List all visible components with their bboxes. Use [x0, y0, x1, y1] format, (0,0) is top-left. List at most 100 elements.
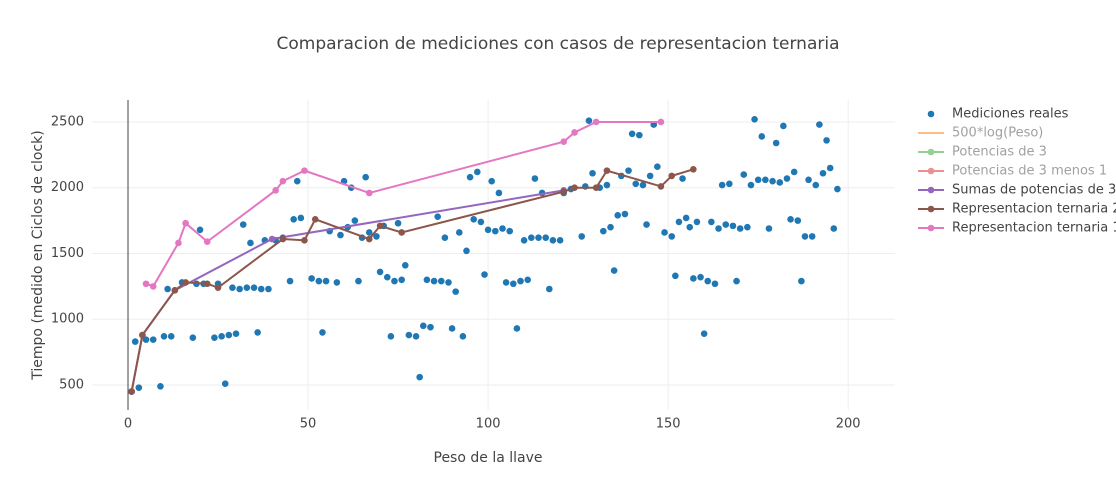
legend-item[interactable]: Representacion ternaria 2 — [918, 202, 1116, 217]
data-point — [383, 273, 391, 281]
data-point — [189, 334, 197, 341]
legend-label: Mediciones reales — [952, 107, 1069, 122]
data-point — [319, 329, 326, 336]
data-point — [513, 325, 521, 332]
data-point — [135, 384, 143, 391]
data-point — [531, 175, 539, 182]
data-point — [466, 173, 474, 181]
data-point — [600, 227, 607, 235]
data-point — [794, 217, 802, 224]
data-point — [679, 175, 686, 182]
data-point — [517, 277, 524, 285]
data-point — [661, 229, 668, 236]
data-point — [175, 239, 182, 247]
data-point — [672, 272, 679, 280]
data-point — [387, 333, 395, 340]
data-point — [265, 285, 272, 293]
data-point — [167, 333, 175, 340]
data-point — [805, 176, 812, 184]
data-point — [257, 285, 265, 293]
data-point — [499, 225, 506, 232]
data-point — [164, 285, 171, 293]
data-point — [452, 288, 459, 295]
legend-item[interactable]: Potencias de 3 — [918, 145, 1047, 160]
data-point — [412, 333, 420, 340]
legend-item[interactable]: Potencias de 3 menos 1 — [918, 164, 1107, 179]
data-point — [675, 218, 683, 226]
data-point — [311, 215, 319, 223]
data-point — [254, 329, 261, 336]
data-point — [571, 184, 578, 192]
data-point — [571, 129, 578, 136]
y-tick-label: 500 — [59, 378, 84, 393]
data-point — [171, 287, 179, 294]
data-point — [221, 380, 229, 387]
data-point — [790, 168, 798, 176]
data-point — [437, 277, 445, 285]
data-point — [128, 388, 135, 395]
x-tick-label: 200 — [836, 417, 861, 432]
data-point — [808, 233, 816, 240]
legend-item[interactable]: Representacion ternaria 1 — [918, 221, 1116, 236]
legend-item[interactable]: Sumas de potencias de 3 — [918, 183, 1116, 198]
data-point — [834, 185, 841, 193]
data-point — [657, 118, 665, 126]
data-point — [726, 180, 733, 188]
data-point — [614, 212, 622, 219]
data-point — [812, 181, 820, 189]
data-point — [398, 276, 405, 284]
legend-item[interactable]: Mediciones reales — [927, 107, 1069, 122]
series-line — [130, 189, 564, 392]
legend-item[interactable]: 500*log(Peso) — [918, 126, 1043, 141]
data-point — [365, 229, 373, 236]
data-point — [686, 223, 694, 231]
data-point — [819, 169, 827, 177]
data-point — [639, 181, 647, 189]
data-point — [787, 215, 794, 223]
data-point — [301, 167, 308, 174]
data-point — [131, 338, 139, 345]
data-point — [693, 218, 701, 226]
data-point — [293, 177, 301, 185]
data-point — [434, 213, 441, 220]
data-point — [657, 183, 665, 190]
data-point — [315, 277, 323, 285]
data-point — [718, 181, 726, 189]
data-point — [308, 275, 315, 282]
legend-marker — [927, 186, 935, 194]
data-point — [351, 217, 359, 224]
data-point — [203, 280, 211, 288]
data-point — [625, 167, 632, 174]
data-point — [697, 273, 704, 281]
data-point — [250, 284, 258, 291]
data-point — [704, 277, 712, 285]
data-point — [247, 239, 254, 247]
data-point — [365, 235, 373, 243]
data-point — [268, 235, 276, 243]
data-point — [337, 231, 344, 239]
data-point — [733, 277, 740, 285]
data-point — [762, 176, 769, 184]
data-point — [376, 268, 384, 276]
data-point — [560, 138, 568, 145]
data-point — [398, 229, 405, 236]
data-point — [636, 131, 643, 139]
data-point — [610, 267, 618, 274]
data-point — [801, 233, 809, 240]
data-point — [690, 166, 697, 173]
data-point — [556, 237, 564, 244]
data-point — [243, 284, 251, 291]
data-point — [744, 223, 751, 231]
data-point — [592, 184, 600, 192]
data-point — [401, 262, 409, 269]
data-point — [182, 279, 189, 286]
data-point — [239, 221, 247, 228]
data-point — [603, 167, 611, 174]
data-point — [528, 234, 535, 242]
y-axis-label: Tiempo (medido en Ciclos de clock) — [30, 130, 46, 380]
data-point — [592, 118, 600, 126]
data-point — [279, 235, 287, 243]
data-point — [445, 279, 452, 286]
data-point — [740, 171, 748, 178]
